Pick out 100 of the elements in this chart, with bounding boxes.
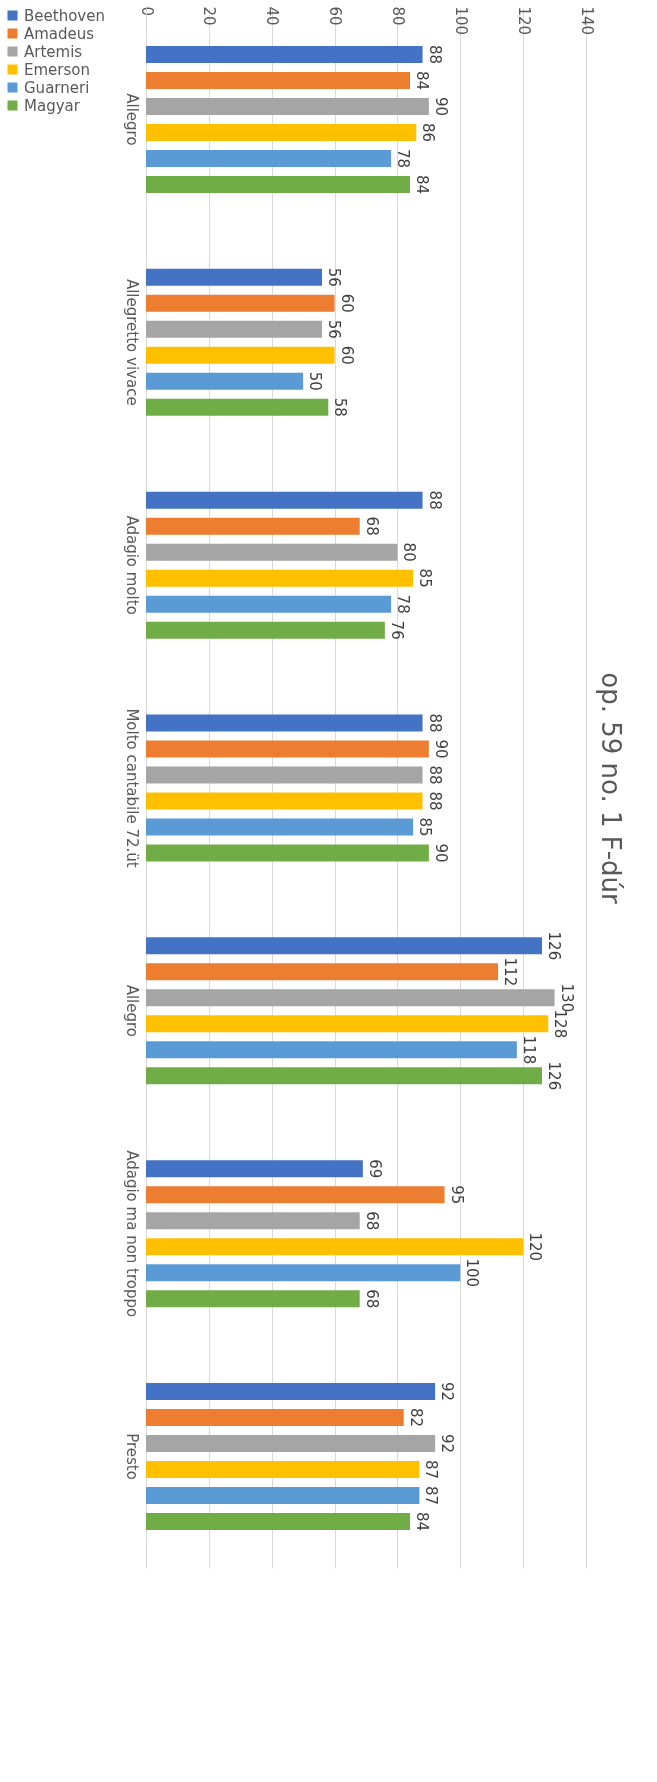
bar	[146, 517, 360, 535]
data-label: 56	[325, 319, 343, 339]
y-tick-label: Allegro	[122, 984, 141, 1038]
data-label: 68	[362, 1211, 381, 1231]
bar	[146, 818, 414, 836]
bar	[146, 1487, 420, 1505]
bar	[146, 175, 410, 193]
bar	[146, 294, 335, 312]
bar	[146, 1409, 404, 1427]
data-label: 88	[425, 791, 444, 811]
bar	[146, 989, 555, 1007]
y-tick-label: Presto	[122, 1433, 141, 1480]
y-tick-label: Allegretto vivace	[122, 278, 141, 406]
y-tick-label: Molto cantabile 72.üt	[122, 708, 141, 868]
bar	[146, 621, 385, 639]
data-label: 88	[425, 713, 444, 733]
bar	[146, 1160, 363, 1178]
data-label: 100	[463, 1258, 482, 1288]
legend-label: Emerson	[24, 60, 90, 79]
bar	[146, 268, 322, 286]
bar	[146, 844, 429, 862]
bar	[146, 346, 335, 364]
bar	[146, 595, 392, 613]
legend-label: Guarneri	[24, 78, 90, 97]
data-label: 92	[438, 1434, 457, 1454]
bar	[146, 714, 423, 732]
data-label: 95	[447, 1185, 466, 1205]
legend-label: Amadeus	[24, 24, 95, 43]
bar	[146, 45, 423, 63]
data-label: 84	[413, 70, 431, 90]
data-label: 50	[306, 371, 325, 391]
bar	[146, 1186, 445, 1204]
bar	[146, 766, 423, 784]
data-label: 84	[413, 174, 431, 194]
bar	[146, 1461, 420, 1479]
bar	[146, 1067, 542, 1085]
data-label: 126	[545, 1061, 563, 1091]
bar	[146, 398, 329, 416]
data-label: 85	[416, 568, 435, 588]
data-label: 87	[422, 1460, 441, 1480]
bar	[146, 1212, 360, 1230]
data-label: 92	[438, 1382, 457, 1402]
data-label: 60	[337, 345, 356, 365]
data-label: 130	[557, 983, 576, 1013]
bar	[146, 97, 429, 115]
y-tick-label: Adagio molto	[122, 515, 141, 615]
data-label: 58	[331, 397, 350, 417]
data-label: 68	[362, 516, 381, 536]
data-label: 90	[431, 739, 450, 759]
bar	[146, 1513, 410, 1531]
legend-label: Magyar	[24, 96, 81, 115]
bar	[146, 491, 423, 509]
y-tick-label: Adagio ma non troppo	[122, 1150, 141, 1318]
bar	[146, 1015, 549, 1033]
legend-label: Beethoven	[24, 6, 105, 25]
data-label: 60	[337, 293, 356, 313]
data-label: 78	[394, 594, 413, 614]
data-label: 112	[501, 957, 519, 987]
bar	[146, 792, 423, 810]
x-tick-label: 20	[200, 6, 219, 26]
data-label: 88	[425, 44, 444, 64]
data-label: 76	[387, 620, 406, 640]
data-label: 126	[545, 931, 563, 961]
bar	[146, 372, 304, 390]
x-tick-label: 100	[451, 6, 470, 36]
data-label: 88	[425, 765, 444, 785]
bar	[146, 569, 414, 587]
bar	[146, 740, 429, 758]
data-label: 86	[419, 122, 438, 142]
data-label: 69	[365, 1159, 384, 1179]
data-label: 90	[431, 96, 450, 116]
data-label: 84	[413, 1512, 431, 1532]
bar	[146, 963, 498, 981]
x-tick-label: 80	[388, 6, 407, 26]
bar	[146, 1041, 517, 1059]
data-label: 120	[526, 1232, 545, 1262]
bar	[146, 320, 322, 338]
data-label: 56	[325, 267, 343, 287]
bar	[146, 937, 542, 955]
data-label: 85	[416, 817, 435, 837]
bar	[146, 1435, 436, 1453]
bar	[146, 1238, 524, 1256]
bar	[146, 123, 417, 141]
data-label: 118	[519, 1035, 538, 1065]
bar	[146, 149, 392, 167]
data-label: 82	[406, 1408, 425, 1428]
data-label: 78	[394, 148, 413, 168]
bar	[146, 1290, 360, 1308]
x-tick-label: 140	[577, 6, 596, 36]
x-tick-label: 60	[326, 6, 345, 26]
bar	[146, 71, 410, 89]
x-tick-label: 120	[514, 6, 533, 36]
data-label: 68	[362, 1289, 381, 1309]
data-label: 80	[400, 542, 419, 562]
data-label: 87	[422, 1486, 441, 1506]
data-label: 88	[425, 490, 444, 510]
text: op. 59 no. 1 F-dúr	[596, 672, 626, 905]
bar	[146, 1383, 436, 1401]
legend-label: Artemis	[24, 42, 83, 61]
bar	[146, 1264, 461, 1282]
